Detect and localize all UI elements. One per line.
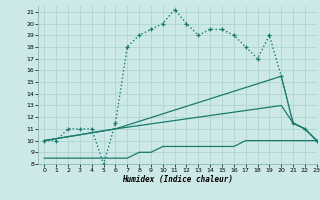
X-axis label: Humidex (Indice chaleur): Humidex (Indice chaleur) (122, 175, 233, 184)
